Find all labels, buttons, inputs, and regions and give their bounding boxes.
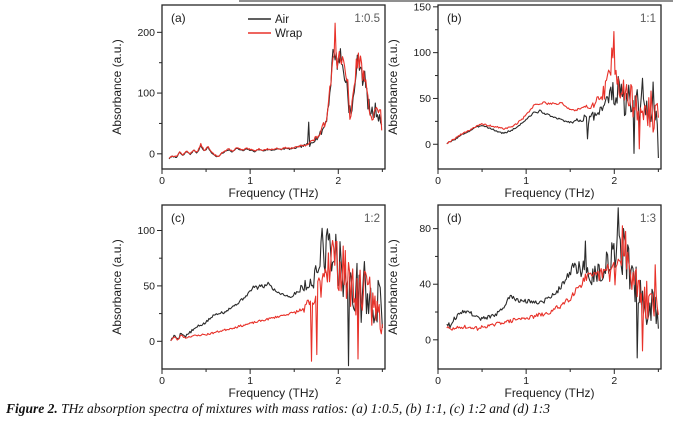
x-tick-label: 2 [335, 175, 341, 187]
panel-label: (a) [171, 11, 186, 25]
chart-b: 0 1 2 0 50 100 150 Frequency (THz) Absorbance (a… [386, 1, 662, 200]
panel-label: (c) [171, 211, 185, 225]
y-tick-label: 80 [419, 223, 431, 235]
series-wrap [446, 225, 659, 352]
ratio-label: 1:3 [640, 213, 656, 225]
page-rule [239, 0, 673, 2]
figure-caption-text: THz absorption spectra of mixtures with … [61, 401, 550, 416]
x-axis-title: Frequency (THz) [504, 386, 594, 400]
x-tick-label: 1 [523, 375, 529, 387]
plot-frame [437, 4, 662, 170]
ratio-label: 1:1 [640, 13, 656, 25]
y-axis-title: Absorbance (a.u.) [110, 39, 124, 134]
series-air [168, 48, 383, 160]
panel-label: (b) [447, 11, 462, 25]
panel-label: (d) [447, 211, 462, 225]
y-tick-label: 50 [143, 280, 155, 292]
y-tick-label: 100 [137, 88, 155, 100]
series-wrap [168, 22, 383, 159]
plot-frame [161, 4, 386, 170]
x-tick-label: 2 [335, 375, 341, 387]
series-wrap [446, 31, 659, 150]
y-axis-title: Absorbance (a.u.) [110, 239, 124, 334]
y-axis-title: Absorbance (a.u.) [386, 39, 400, 134]
subplot-a: 0 1 2 0 100 200 Frequency (THz) Absorbance (a.u… [110, 1, 386, 201]
plot-frame [437, 204, 662, 370]
figure-caption-label: Figure 2. [6, 401, 58, 416]
chart-c: 0 1 2 0 50 100 Frequency (THz) Absorbance (a.u.… [110, 204, 386, 400]
y-tick-label: 0 [425, 334, 431, 346]
plot-frame [161, 204, 386, 370]
x-axis-title: Frequency (THz) [228, 386, 318, 400]
y-tick-label: 200 [137, 27, 155, 39]
y-tick-label: 100 [413, 47, 431, 59]
subplot-d: 0 1 2 0 40 80 Frequency (THz) Absorbance (a.u.)… [386, 201, 662, 401]
y-axis-title: Absorbance (a.u.) [386, 239, 400, 334]
x-axis-title: Frequency (THz) [504, 186, 594, 200]
x-tick-label: 0 [435, 375, 441, 387]
y-tick-label: 0 [149, 336, 155, 348]
x-axis-title: Frequency (THz) [228, 186, 318, 200]
x-tick-label: 2 [611, 175, 617, 187]
y-tick-label: 50 [419, 93, 431, 105]
x-tick-label: 2 [611, 375, 617, 387]
x-tick-label: 1 [247, 175, 253, 187]
x-tick-label: 0 [159, 175, 165, 187]
x-tick-label: 0 [435, 175, 441, 187]
ratio-label: 1:2 [364, 213, 380, 225]
chart-d: 0 1 2 0 40 80 Frequency (THz) Absorbance (a.u.)… [386, 204, 662, 400]
figure-caption: Figure 2. THz absorption spectra of mixt… [6, 401, 670, 418]
ratio-label: 1:0.5 [354, 13, 380, 25]
x-tick-label: 0 [159, 375, 165, 387]
chart-a: 0 1 2 0 100 200 Frequency (THz) Absorbance (a.u… [110, 4, 386, 200]
series-air [446, 207, 659, 359]
legend-label-wrap: Wrap [275, 28, 302, 40]
subplot-c: 0 1 2 0 50 100 Frequency (THz) Absorbance (a.u.… [110, 201, 386, 401]
y-tick-label: 100 [137, 225, 155, 237]
y-tick-label: 150 [413, 1, 431, 13]
series-wrap [170, 239, 383, 362]
legend-label-air: Air [275, 14, 289, 26]
y-tick-label: 40 [419, 279, 431, 291]
subplot-b: 0 1 2 0 50 100 150 Frequency (THz) Absorbance (a… [386, 1, 662, 201]
y-tick-label: 0 [149, 148, 155, 160]
x-tick-label: 1 [523, 175, 529, 187]
x-tick-label: 1 [247, 375, 253, 387]
y-tick-label: 0 [425, 139, 431, 151]
